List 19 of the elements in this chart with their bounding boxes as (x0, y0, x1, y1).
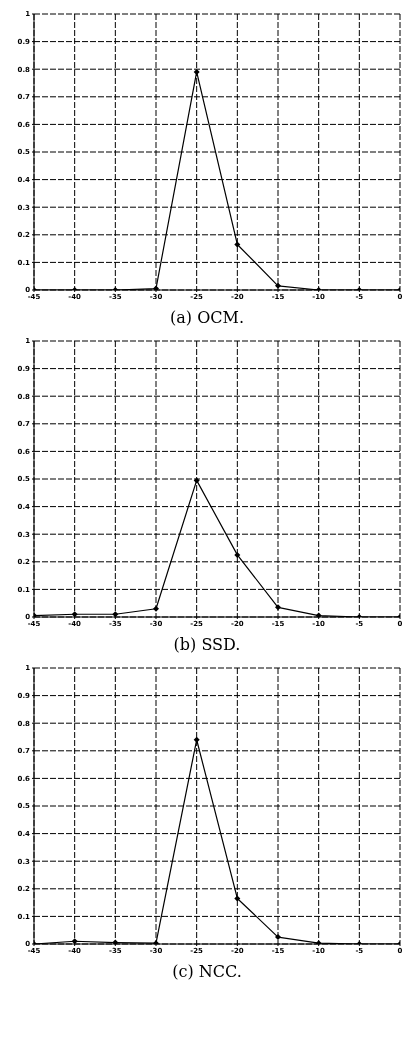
point (112, 939, 119, 944)
point (315, 612, 322, 617)
point (112, 611, 119, 617)
point (71, 938, 78, 944)
point (153, 605, 159, 612)
point (275, 934, 281, 941)
point (193, 736, 200, 743)
point (234, 241, 241, 248)
point (234, 895, 241, 902)
text: (c) NCC. (171, 962, 243, 981)
text: (a) OCM. (169, 308, 245, 327)
point (234, 551, 241, 558)
point (71, 611, 78, 617)
point (275, 282, 281, 289)
point (193, 68, 200, 75)
text: (b) SSD. (172, 635, 242, 654)
point (193, 477, 200, 484)
point (275, 604, 281, 611)
point (153, 285, 159, 290)
